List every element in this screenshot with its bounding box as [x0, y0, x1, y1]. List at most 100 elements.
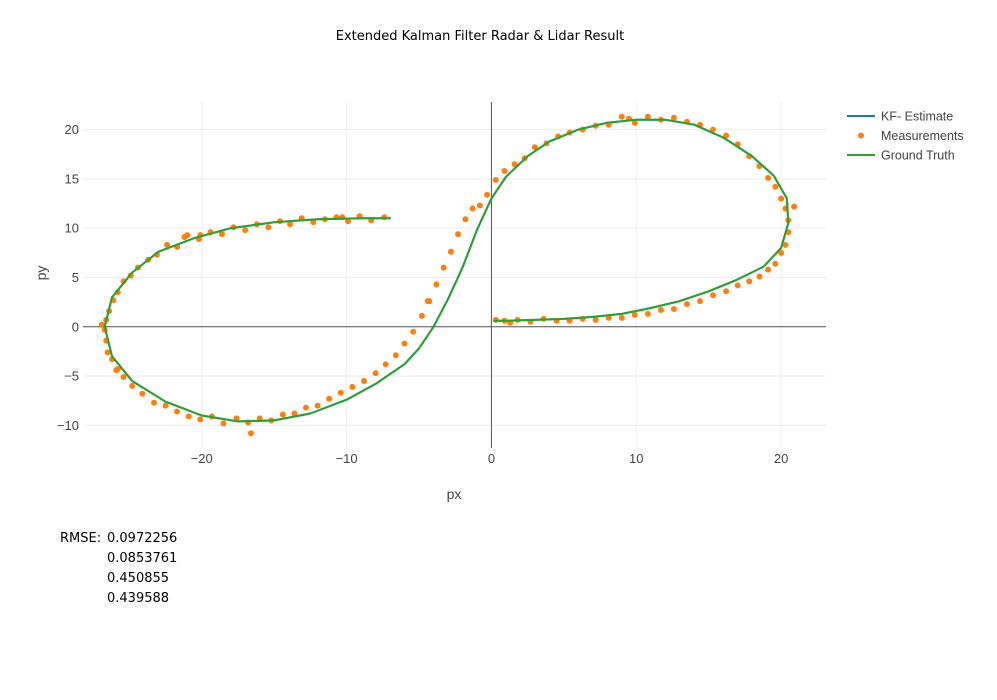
y-tick-label: 20 — [65, 122, 79, 137]
measurements-point — [287, 221, 294, 228]
measurements-point — [710, 292, 716, 299]
measurements-point — [657, 307, 664, 313]
measurements-point — [392, 352, 399, 359]
measurements-point — [455, 231, 462, 238]
rmse-label: RMSE: — [60, 531, 102, 546]
measurements-point — [772, 260, 779, 267]
legend-swatch-measurements — [858, 132, 864, 139]
measurements-point — [618, 314, 625, 321]
measurements-point — [511, 161, 518, 168]
measurements-point — [418, 312, 425, 319]
measurements-point — [670, 306, 677, 312]
rmse-value-py: 0.0853761 — [107, 551, 178, 566]
x-axis-label: px — [447, 486, 462, 502]
measurements-point — [447, 248, 454, 255]
measurements-point — [326, 395, 333, 402]
measurements-point — [684, 301, 690, 308]
measurements-point — [492, 176, 499, 183]
measurements-point — [361, 378, 367, 384]
measurements-point — [337, 389, 344, 396]
measurements-point — [631, 119, 638, 126]
measurements-point — [151, 399, 157, 406]
measurements-point — [185, 413, 192, 420]
measurements-point — [723, 288, 730, 295]
y-axis-label: py — [33, 266, 49, 281]
measurements-point — [462, 216, 469, 223]
x-tick-labels: −20 −10 0 10 20 — [191, 451, 789, 466]
measurements-point — [162, 402, 169, 409]
x-tick-label: 20 — [774, 451, 788, 466]
chart-title: Extended Kalman Filter Radar & Lidar Res… — [336, 29, 624, 44]
rmse-block: RMSE: 0.0972256 0.0853761 0.450855 0.439… — [60, 529, 177, 609]
legend-entry-kf-estimate: KF- Estimate — [881, 110, 953, 124]
zero-lines — [83, 102, 826, 448]
measurements-point — [734, 282, 741, 289]
measurements-point — [181, 234, 188, 240]
measurements-point — [164, 241, 170, 248]
legend: KF- Estimate Measurements Ground Truth — [847, 110, 964, 163]
measurements-point — [772, 183, 779, 190]
measurements-point — [345, 218, 351, 225]
measurements-point — [440, 264, 447, 271]
x-tick-label: −20 — [191, 451, 213, 466]
measurements-point — [592, 316, 599, 323]
measurements-point — [382, 361, 389, 368]
rmse-value-vx: 0.450855 — [107, 571, 170, 586]
measurements-point — [279, 411, 286, 418]
x-tick-label: −10 — [336, 451, 358, 466]
y-tick-label: 5 — [72, 270, 79, 285]
grid — [83, 102, 826, 448]
measurements-point — [104, 349, 111, 356]
measurements-point — [765, 266, 772, 273]
y-tick-label: −5 — [64, 369, 79, 384]
measurements-point — [120, 374, 127, 380]
measurements-point — [129, 382, 136, 389]
measurements-point — [372, 370, 379, 377]
rmse-row: 0.439588 — [60, 589, 177, 609]
measurements-point — [401, 340, 408, 347]
ground-truth-line — [103, 118, 790, 423]
measurements-point — [291, 410, 298, 417]
series-layer — [98, 113, 798, 437]
measurements-point — [174, 408, 181, 415]
measurements-point — [424, 298, 431, 305]
measurements-point — [114, 366, 121, 373]
measurements-point — [501, 168, 508, 174]
y-tick-labels: −10 −5 0 5 10 15 20 — [57, 122, 79, 433]
measurements-point — [265, 224, 272, 231]
measurements-point — [644, 113, 651, 120]
y-tick-label: 10 — [65, 221, 79, 236]
measurements-point — [242, 227, 249, 234]
measurements-point — [791, 203, 798, 210]
measurements-point — [476, 202, 483, 209]
measurements-point — [710, 126, 716, 133]
measurements-point — [310, 219, 317, 226]
measurements-point — [697, 298, 703, 305]
measurements-point — [531, 144, 538, 151]
measurements-point — [433, 281, 440, 288]
y-tick-label: 0 — [72, 319, 79, 334]
y-tick-label: 15 — [65, 171, 79, 186]
measurements-point — [644, 310, 651, 317]
measurements-point — [197, 416, 204, 423]
x-tick-label: 10 — [629, 451, 643, 466]
measurements-point — [618, 113, 625, 120]
measurements-point — [410, 328, 417, 335]
rmse-row: 0.0853761 — [60, 549, 177, 569]
measurements-point — [220, 420, 227, 427]
measurements-point — [303, 404, 309, 411]
x-tick-label: 0 — [488, 451, 495, 466]
rmse-row: 0.450855 — [60, 569, 177, 589]
measurements-point — [723, 132, 730, 139]
measurements-point — [139, 390, 146, 397]
measurements-point — [746, 278, 753, 285]
measurements-point — [484, 191, 491, 198]
rmse-value-px: 0.0972256 — [107, 531, 178, 546]
measurements-point — [631, 311, 638, 318]
legend-entry-ground-truth: Ground Truth — [881, 149, 955, 163]
measurements-point — [248, 430, 254, 437]
rmse-row: RMSE: 0.0972256 — [60, 529, 177, 549]
measurements-point — [98, 321, 105, 328]
measurements-point — [778, 195, 785, 202]
